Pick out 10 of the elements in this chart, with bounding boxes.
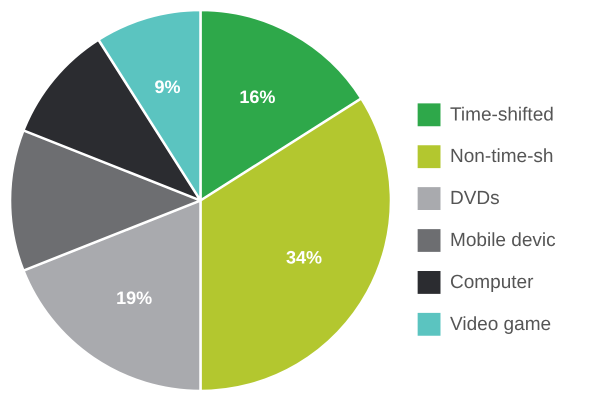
legend-label: DVDs: [450, 188, 500, 210]
data-label: 34%: [286, 247, 322, 268]
data-label: 19%: [116, 288, 152, 308]
legend-label: Computer: [450, 272, 534, 293]
data-label: 9%: [154, 77, 181, 98]
legend-label: Non-time-sh: [450, 146, 554, 168]
legend-label: Video game: [450, 314, 552, 335]
data-label: 16%: [239, 87, 276, 108]
legend-label: Mobile devic: [450, 230, 556, 251]
legend-label: Time-shifted: [450, 104, 554, 126]
